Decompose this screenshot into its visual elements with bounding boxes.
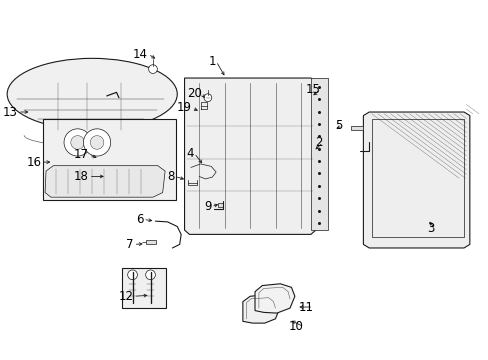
Text: 11: 11 xyxy=(298,301,313,314)
Circle shape xyxy=(148,65,157,73)
Polygon shape xyxy=(243,294,280,323)
Text: 6: 6 xyxy=(136,213,143,226)
Text: 10: 10 xyxy=(288,320,303,333)
Polygon shape xyxy=(255,284,294,313)
Circle shape xyxy=(145,270,155,280)
Text: 7: 7 xyxy=(126,238,133,251)
Polygon shape xyxy=(184,78,315,234)
Text: 3: 3 xyxy=(427,222,434,235)
Text: 14: 14 xyxy=(133,48,148,60)
Circle shape xyxy=(64,129,91,156)
Bar xyxy=(350,126,363,130)
Bar xyxy=(371,119,463,237)
Ellipse shape xyxy=(7,58,177,130)
Text: 2: 2 xyxy=(315,136,323,149)
Text: 9: 9 xyxy=(203,200,211,213)
Text: 13: 13 xyxy=(3,105,18,118)
Polygon shape xyxy=(45,166,165,197)
Circle shape xyxy=(83,129,110,156)
Text: 17: 17 xyxy=(74,148,89,161)
Bar xyxy=(217,203,223,207)
Circle shape xyxy=(71,136,84,149)
Text: 12: 12 xyxy=(118,290,133,303)
Text: 20: 20 xyxy=(186,87,201,100)
Circle shape xyxy=(90,136,103,149)
Bar xyxy=(146,240,156,244)
Circle shape xyxy=(203,94,211,102)
Circle shape xyxy=(127,270,137,280)
Bar xyxy=(42,119,176,200)
Text: 18: 18 xyxy=(74,170,89,183)
Bar xyxy=(310,78,327,230)
Text: 19: 19 xyxy=(177,101,191,114)
Bar xyxy=(122,268,166,308)
Text: 5: 5 xyxy=(334,119,342,132)
Text: 4: 4 xyxy=(186,147,194,160)
Text: 15: 15 xyxy=(305,83,320,96)
Text: 1: 1 xyxy=(208,55,216,68)
Polygon shape xyxy=(363,112,469,248)
Text: 8: 8 xyxy=(167,170,175,183)
Text: 16: 16 xyxy=(26,156,41,168)
